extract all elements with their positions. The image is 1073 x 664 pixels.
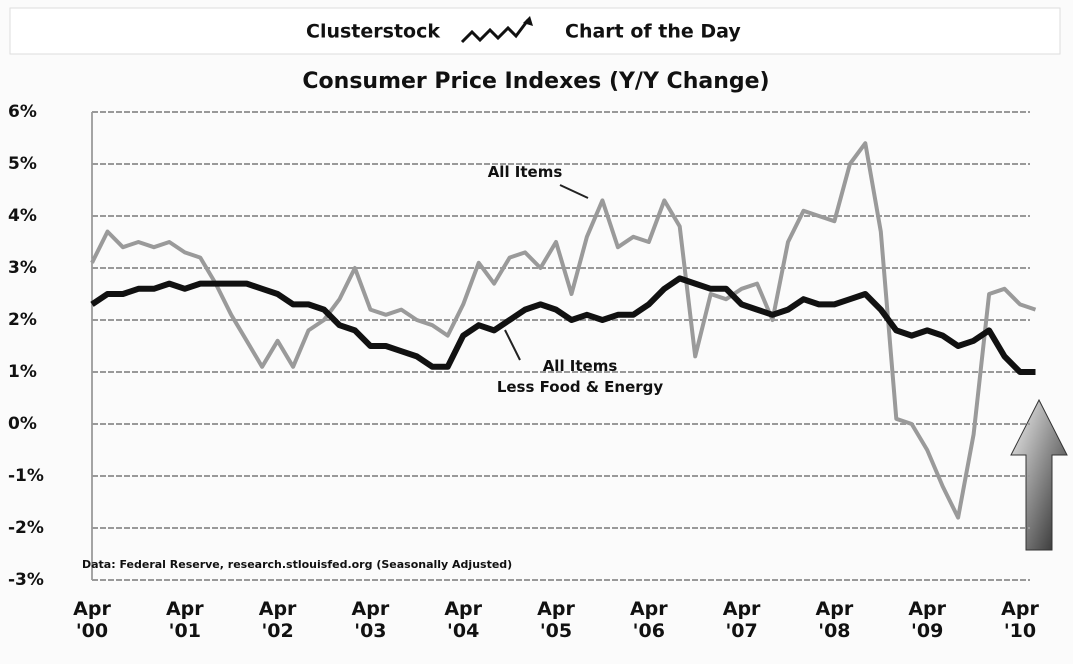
x-tick-label: Apr '08 [809, 598, 859, 642]
x-tick-label: Apr '07 [717, 598, 767, 642]
y-tick-label: 2% [8, 310, 37, 330]
y-tick-label: 1% [8, 362, 37, 382]
x-tick-label: Apr '03 [345, 598, 395, 642]
x-tick-label: Apr '05 [531, 598, 581, 642]
chart: Clusterstock Chart of the Day Consumer P… [0, 0, 1073, 664]
y-tick-label: 4% [8, 206, 37, 226]
series-label: All Items Less Food & Energy [430, 356, 730, 398]
x-tick-label: Apr '06 [624, 598, 674, 642]
x-tick-label: Apr '09 [902, 598, 952, 642]
source-note: Data: Federal Reserve, research.stlouisf… [82, 558, 512, 571]
y-tick-label: -2% [8, 518, 44, 538]
y-tick-label: 6% [8, 102, 37, 122]
page: Clusterstock Chart of the Day Consumer P… [0, 0, 1073, 664]
x-tick-label: Apr '01 [160, 598, 210, 642]
y-tick-label: -3% [8, 570, 44, 590]
x-tick-label: Apr '00 [67, 598, 117, 642]
x-tick-label: Apr '04 [438, 598, 488, 642]
x-tick-label: Apr '02 [253, 598, 303, 642]
series-label: All Items [470, 162, 580, 183]
y-tick-label: 3% [8, 258, 37, 278]
header-box [10, 8, 1060, 54]
y-tick-label: 0% [8, 414, 37, 434]
header-left: Clusterstock [306, 21, 440, 43]
y-tick-label: 5% [8, 154, 37, 174]
x-tick-label: Apr '10 [995, 598, 1045, 642]
y-tick-label: -1% [8, 466, 44, 486]
arrow-icon [1011, 400, 1067, 550]
header-right: Chart of the Day [565, 21, 741, 43]
pointer [560, 185, 588, 198]
chart-title: Consumer Price Indexes (Y/Y Change) [302, 69, 769, 94]
